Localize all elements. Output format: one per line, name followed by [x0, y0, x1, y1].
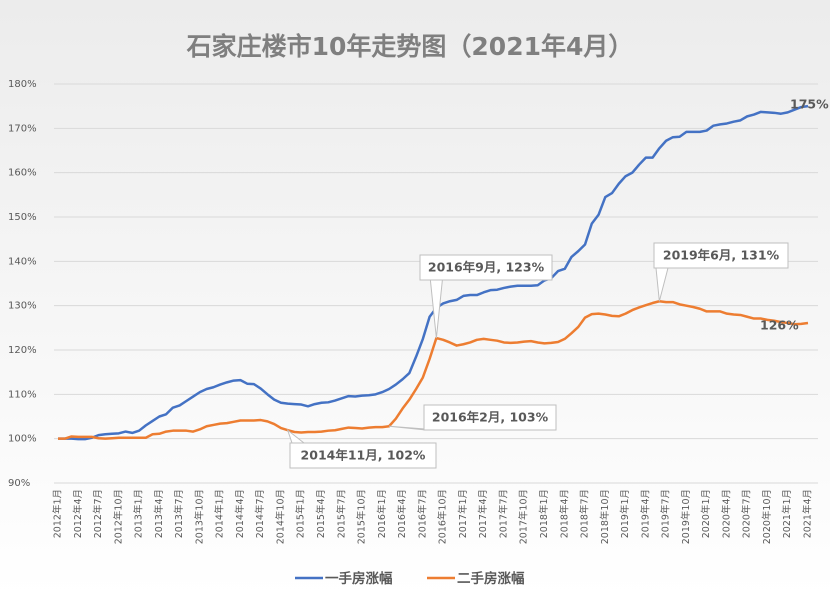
annotation: 2019年6月, 131% — [663, 248, 780, 263]
y-tick-label: 100% — [8, 434, 37, 445]
annotation: 2016年2月, 103% — [432, 410, 549, 425]
legend-label: 一手房涨幅 — [325, 570, 393, 587]
x-tick-label: 2020年1月 — [700, 489, 712, 538]
y-tick-label: 170% — [8, 123, 37, 134]
x-tick-label: 2012年7月 — [92, 489, 104, 538]
x-tick-label: 2016年1月 — [376, 489, 388, 538]
x-tick-label: 2014年4月 — [234, 489, 246, 538]
x-tick-label: 2021年1月 — [781, 489, 793, 538]
x-tick-label: 2018年4月 — [558, 489, 570, 538]
annotation: 175% — [790, 97, 829, 112]
x-tick-label: 2015年7月 — [335, 489, 347, 538]
callout-box — [419, 254, 553, 281]
x-tick-label: 2021年4月 — [802, 489, 814, 538]
y-tick-label: 110% — [8, 389, 37, 400]
callout-box — [289, 442, 437, 469]
x-tick-label: 2019年7月 — [660, 489, 672, 538]
x-tick-label: 2013年4月 — [153, 489, 165, 538]
x-tick-label: 2019年1月 — [619, 489, 631, 538]
x-tick-label: 2016年7月 — [416, 489, 428, 538]
x-tick-label: 2017年7月 — [497, 489, 509, 538]
annotation: 2016年9月, 123% — [428, 260, 545, 275]
legend-label: 二手房涨幅 — [457, 570, 525, 587]
x-tick-label: 2017年1月 — [457, 489, 469, 538]
x-tick-label: 2014年1月 — [214, 489, 226, 538]
y-tick-label: 120% — [8, 345, 37, 356]
x-tick-label: 2014年10月 — [274, 489, 286, 544]
x-tick-label: 2018年10月 — [599, 489, 611, 544]
x-tick-label: 2018年7月 — [579, 489, 591, 538]
x-tick-label: 2016年10月 — [437, 489, 449, 544]
x-tick-label: 2013年7月 — [173, 489, 185, 538]
x-tick-label: 2017年10月 — [518, 489, 530, 544]
x-tick-label: 2020年7月 — [741, 489, 753, 538]
x-tick-label: 2012年4月 — [72, 489, 84, 538]
y-tick-label: 140% — [8, 256, 37, 267]
annotation: 2014年11月, 102% — [301, 448, 426, 463]
y-tick-label: 180% — [8, 79, 37, 90]
x-tick-label: 2019年10月 — [680, 489, 692, 544]
y-tick-label: 130% — [8, 301, 37, 312]
x-tick-label: 2020年4月 — [720, 489, 732, 538]
y-tick-label: 160% — [8, 168, 37, 179]
x-tick-label: 2015年4月 — [315, 489, 327, 538]
x-tick-label: 2012年1月 — [52, 489, 64, 538]
x-tick-label: 2020年10月 — [761, 489, 773, 544]
x-tick-label: 2013年1月 — [133, 489, 145, 538]
x-tick-label: 2015年1月 — [295, 489, 307, 538]
x-tick-label: 2018年1月 — [538, 489, 550, 538]
series-line — [58, 299, 809, 440]
chart-title: 石家庄楼市10年走势图（2021年4月） — [186, 32, 634, 61]
x-tick-label: 2017年4月 — [477, 489, 489, 538]
x-tick-label: 2019年4月 — [639, 489, 651, 538]
x-tick-label: 2014年7月 — [254, 489, 266, 538]
series-line — [58, 104, 809, 441]
x-tick-label: 2012年10月 — [112, 489, 124, 544]
annotation: 126% — [760, 318, 799, 333]
y-tick-label: 150% — [8, 212, 37, 223]
callout-box — [653, 242, 789, 269]
x-tick-label: 2013年10月 — [193, 489, 205, 544]
x-tick-label: 2015年10月 — [356, 489, 368, 544]
x-tick-label: 2016年4月 — [396, 489, 408, 538]
y-tick-label: 90% — [8, 478, 30, 489]
callout-box — [423, 404, 557, 431]
